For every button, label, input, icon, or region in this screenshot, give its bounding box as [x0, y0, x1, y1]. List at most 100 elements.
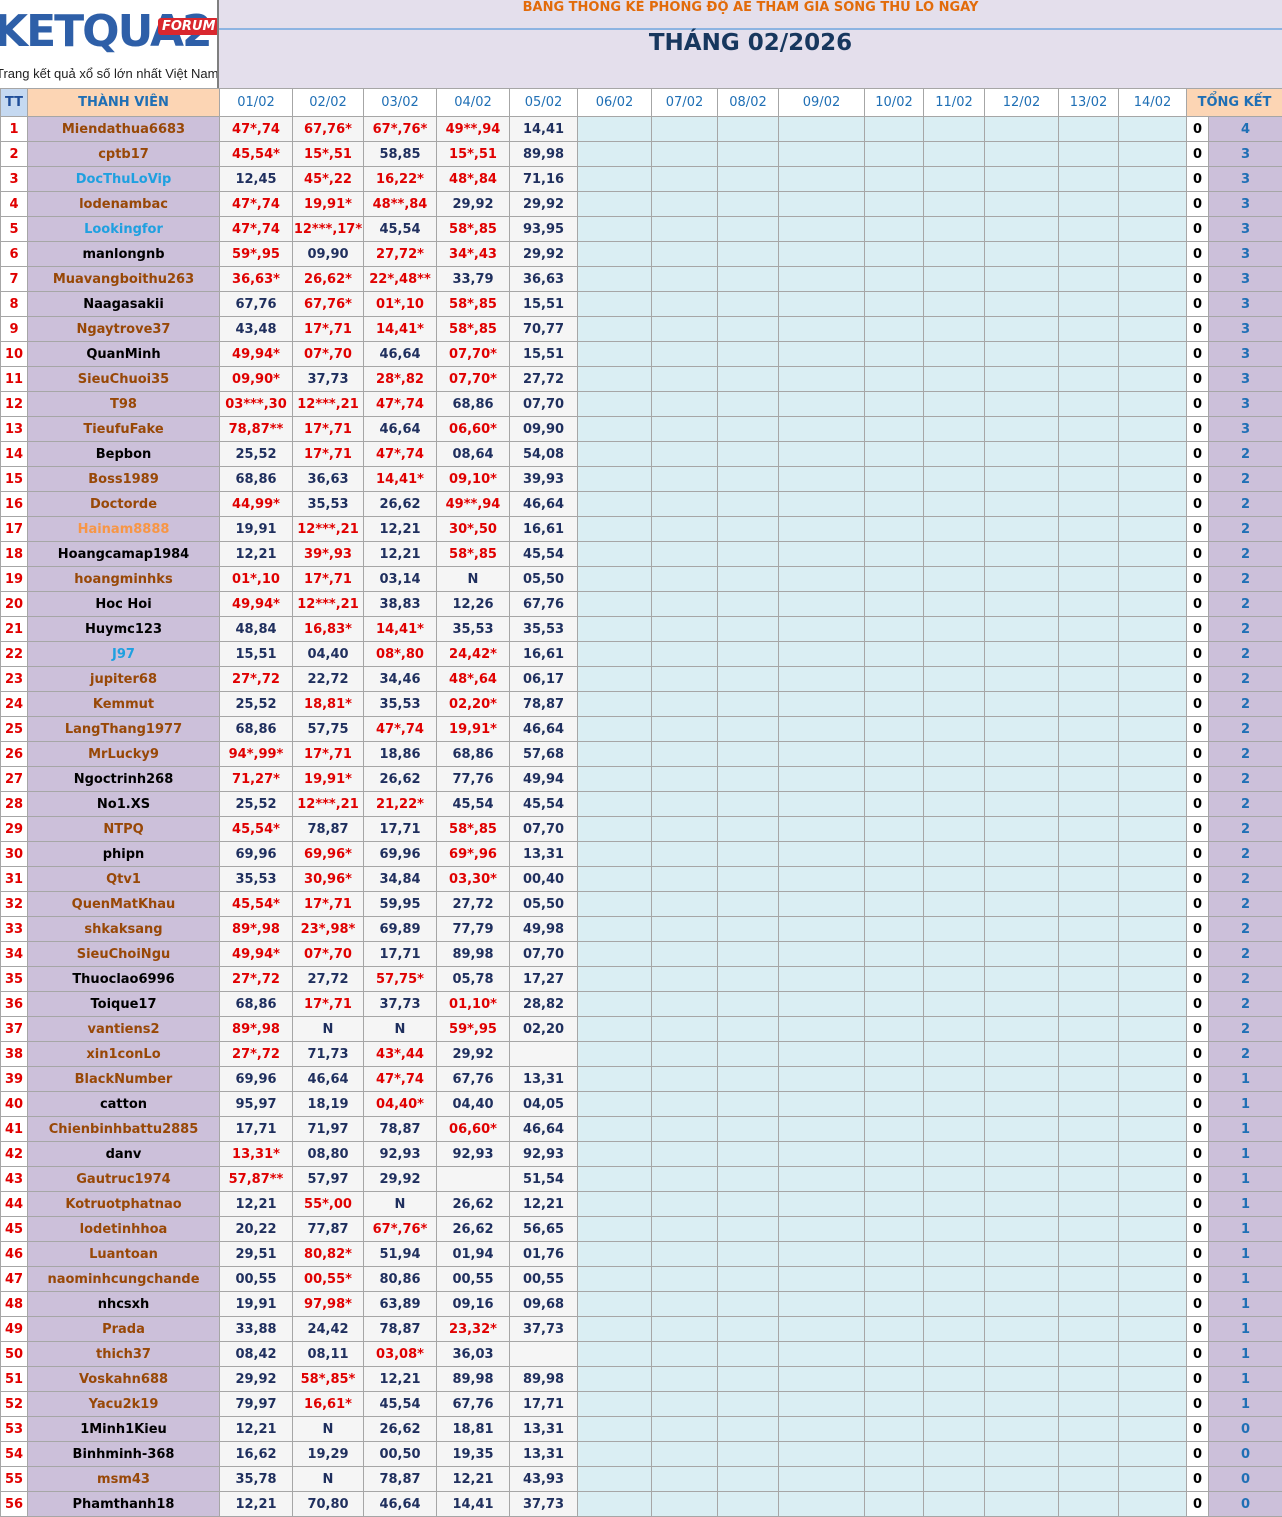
- row-number: 11: [0, 366, 28, 392]
- day-value: 00,40: [509, 866, 578, 892]
- row-number: 21: [0, 616, 28, 642]
- day-cell: [984, 841, 1059, 867]
- day-value: 67,76: [509, 591, 578, 617]
- column-header: 10/02: [864, 88, 924, 117]
- day-cell: [1058, 1466, 1119, 1492]
- day-cell: [984, 1066, 1059, 1092]
- day-value: 07*,70: [292, 941, 364, 967]
- day-cell: [651, 616, 718, 642]
- day-cell: [923, 1441, 985, 1467]
- member-name: Phamthanh18: [27, 1491, 220, 1517]
- day-cell: [923, 516, 985, 542]
- row-number: 36: [0, 991, 28, 1017]
- day-cell: [1118, 1141, 1187, 1167]
- day-cell: [923, 341, 985, 367]
- row-number: 18: [0, 541, 28, 567]
- day-value: 25,52: [219, 691, 293, 717]
- day-value: 20,22: [219, 1216, 293, 1242]
- day-value: 17,71: [363, 941, 437, 967]
- day-value: 69,89: [363, 916, 437, 942]
- member-name: nhcsxh: [27, 1291, 220, 1317]
- member-name: Prada: [27, 1316, 220, 1342]
- day-cell: [1118, 1416, 1187, 1442]
- day-value: 07,70: [509, 816, 578, 842]
- zero-count: 0: [1186, 1116, 1209, 1142]
- column-header: 09/02: [778, 88, 865, 117]
- month: THÁNG 02/2026: [219, 30, 1282, 88]
- day-value: 49,94*: [219, 341, 293, 367]
- day-cell: [864, 1016, 924, 1042]
- day-cell: [864, 1041, 924, 1067]
- member-row: 41 Chienbinhbattu2885 17,71 71,97 78,87 06,60…: [0, 1116, 1282, 1142]
- day-value: 19,91*: [292, 191, 364, 217]
- total-count: 2: [1207, 616, 1282, 642]
- day-value: 57,75: [292, 716, 364, 742]
- day-value: 30,96*: [292, 866, 364, 892]
- day-value: 13,31*: [219, 1141, 293, 1167]
- column-header: TỔNG KẾT: [1185, 88, 1282, 117]
- row-number: 55: [0, 1466, 28, 1492]
- day-cell: [864, 766, 924, 792]
- total-count: 3: [1207, 191, 1282, 217]
- total-count: 2: [1207, 741, 1282, 767]
- logo[interactable]: KETQUA2 FORUM Trang kết quả xổ số lớn nh…: [0, 0, 219, 88]
- zero-count: 0: [1186, 1291, 1209, 1317]
- day-cell: [577, 641, 652, 667]
- day-value: 02,20: [509, 1016, 578, 1042]
- member-name: lodetinhhoa: [27, 1216, 220, 1242]
- day-value: 58*,85: [436, 291, 510, 317]
- day-cell: [984, 291, 1059, 317]
- member-name: Muavangboithu263: [27, 266, 220, 292]
- day-cell: [577, 491, 652, 517]
- day-cell: [864, 991, 924, 1017]
- day-value: 16,61*: [292, 1391, 364, 1417]
- day-value: 27,72: [509, 366, 578, 392]
- day-cell: [923, 1141, 985, 1167]
- day-cell: [1058, 1341, 1119, 1367]
- day-value: 39,93: [509, 466, 578, 492]
- day-cell: [923, 166, 985, 192]
- member-row: 25 LangThang1977 68,86 57,75 47*,74 19,91* 46,…: [0, 716, 1282, 742]
- day-value: 16,61: [509, 516, 578, 542]
- day-value: 23*,98*: [292, 916, 364, 942]
- day-cell: [1118, 466, 1187, 492]
- member-name: lodenambac: [27, 191, 220, 217]
- day-cell: [651, 191, 718, 217]
- total-count: 2: [1207, 541, 1282, 567]
- day-value: 08,11: [292, 1341, 364, 1367]
- day-cell: [864, 691, 924, 717]
- day-cell: [923, 1316, 985, 1342]
- column-header: 13/02: [1058, 88, 1119, 117]
- row-number: 52: [0, 1391, 28, 1417]
- day-cell: [778, 166, 865, 192]
- member-row: 24 Kemmut 25,52 18,81* 35,53 02,20* 78,87 0 2: [0, 691, 1282, 717]
- member-row: 51 Voskahn688 29,92 58*,85* 12,21 89,98 89,98 0…: [0, 1366, 1282, 1392]
- zero-count: 0: [1186, 266, 1209, 292]
- member-row: 46 Luantoan 29,51 80,82* 51,94 01,94 01,76 0 1: [0, 1241, 1282, 1267]
- day-cell: [984, 466, 1059, 492]
- day-cell: [717, 141, 779, 167]
- day-value: 25,52: [219, 791, 293, 817]
- day-value: 07,70*: [436, 341, 510, 367]
- total-count: 2: [1207, 941, 1282, 967]
- total-count: 2: [1207, 641, 1282, 667]
- day-cell: [864, 1441, 924, 1467]
- day-value: 12,21: [363, 541, 437, 567]
- member-name: SieuChoiNgu: [27, 941, 220, 967]
- day-value: N: [363, 1016, 437, 1042]
- day-value: 37,73: [292, 366, 364, 392]
- day-cell: [717, 741, 779, 767]
- day-cell: [436, 1166, 510, 1192]
- zero-count: 0: [1186, 641, 1209, 667]
- day-cell: [864, 466, 924, 492]
- day-cell: [1118, 616, 1187, 642]
- zero-count: 0: [1186, 441, 1209, 467]
- day-value: 04,40: [436, 1091, 510, 1117]
- day-cell: [717, 841, 779, 867]
- day-cell: [1058, 1116, 1119, 1142]
- day-value: 07*,70: [292, 341, 364, 367]
- day-cell: [984, 316, 1059, 342]
- member-row: 32 QuenMatKhau 45,54* 17*,71 59,95 27,72 05,50…: [0, 891, 1282, 917]
- day-cell: [864, 1291, 924, 1317]
- day-cell: [717, 1091, 779, 1117]
